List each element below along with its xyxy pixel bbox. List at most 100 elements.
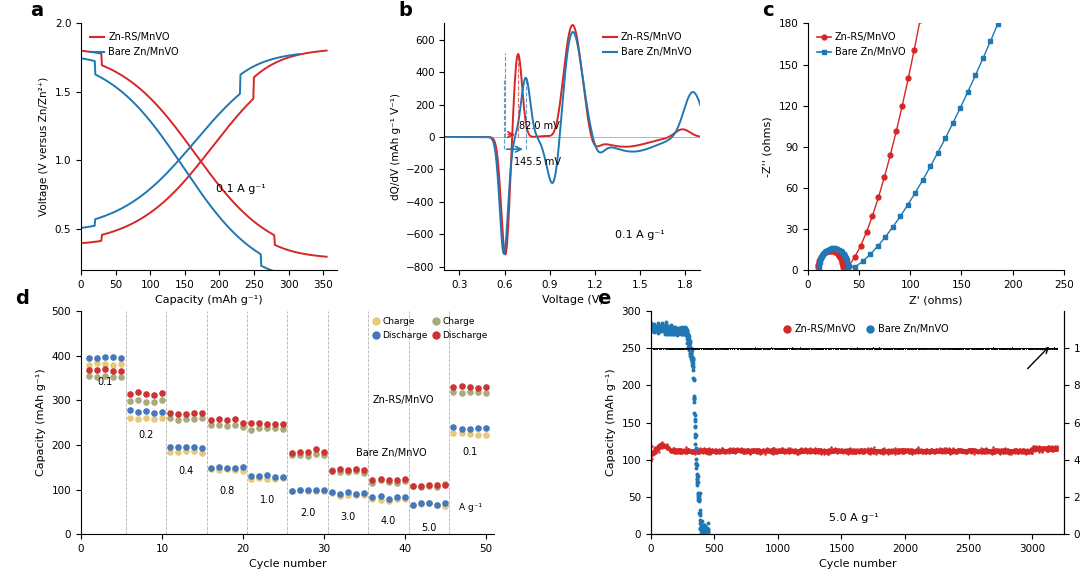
- Zn-RS/MnVO: [649, 442, 666, 451]
- Zn-RS/MnVO: [1036, 444, 1053, 454]
- Point: [786, 343, 804, 353]
- Point: [1039, 343, 1056, 353]
- Point: [877, 343, 894, 353]
- Point: [807, 344, 824, 353]
- Point: [1042, 343, 1059, 353]
- Zn-RS/MnVO: [945, 445, 962, 454]
- Zn-RS/MnVO: [828, 446, 846, 455]
- Point: [868, 344, 886, 353]
- Zn-RS/MnVO: [864, 446, 881, 456]
- Point: [782, 344, 799, 353]
- Point: [831, 343, 848, 353]
- Point: [987, 343, 1004, 353]
- Point: [976, 344, 994, 353]
- Point: [477, 389, 495, 398]
- Zn-RS/MnVO: [779, 444, 796, 453]
- Zn-RS/MnVO: [777, 446, 794, 456]
- Point: [910, 343, 928, 353]
- Zn-RS/MnVO: [710, 446, 727, 456]
- Point: [990, 344, 1008, 353]
- Point: [674, 344, 691, 353]
- Point: [672, 343, 689, 353]
- Zn-RS/MnVO: [1000, 448, 1017, 457]
- Zn-RS/MnVO: [1037, 446, 1054, 455]
- Point: [703, 343, 720, 353]
- Point: [923, 343, 941, 353]
- Point: [670, 343, 687, 353]
- Point: [664, 343, 681, 353]
- Zn-RS/MnVO: [910, 446, 928, 455]
- Point: [715, 344, 732, 353]
- Point: [823, 343, 840, 353]
- Point: [740, 343, 757, 353]
- Point: [945, 344, 962, 353]
- Zn-RS/MnVO: [653, 441, 671, 451]
- Zn-RS/MnVO: [809, 446, 826, 456]
- Point: [968, 343, 985, 352]
- Zn-RS/MnVO: [742, 447, 759, 456]
- Zn-RS/MnVO: [730, 445, 747, 454]
- Point: [648, 343, 665, 353]
- Zn-RS/MnVO: [951, 445, 969, 454]
- Point: [1021, 344, 1038, 353]
- Point: [1010, 343, 1027, 353]
- Point: [815, 343, 833, 353]
- Zn-RS/MnVO: [976, 444, 994, 454]
- Point: [1020, 343, 1037, 352]
- Zn-RS/MnVO: [902, 444, 919, 453]
- Point: [646, 343, 663, 353]
- Point: [943, 344, 960, 353]
- Point: [1004, 343, 1022, 353]
- Point: [686, 343, 703, 353]
- Point: [839, 343, 856, 353]
- Zn-RS/MnVO: [788, 446, 806, 455]
- Zn-RS/MnVO: [1023, 447, 1040, 456]
- Zn-RS/MnVO: [703, 445, 720, 454]
- Zn-RS/MnVO: [891, 446, 908, 455]
- Point: [988, 344, 1005, 353]
- Zn-RS/MnVO: [878, 447, 895, 456]
- Zn-RS/MnVO: [1031, 443, 1049, 452]
- Point: [908, 344, 926, 353]
- Point: [1037, 343, 1054, 353]
- Zn-RS/MnVO: [998, 448, 1015, 458]
- Point: [977, 343, 995, 353]
- Zn-RS/MnVO: [713, 448, 730, 457]
- Zn-RS/MnVO: [959, 444, 976, 454]
- Point: [659, 343, 676, 353]
- Point: [677, 344, 694, 353]
- Zn-RS/MnVO: [905, 446, 922, 456]
- Zn-RS/MnVO: [702, 447, 719, 456]
- Point: [666, 343, 684, 353]
- Zn-RS/MnVO: [781, 443, 798, 453]
- Bare Zn/MnVO: [699, 524, 716, 534]
- Point: [800, 343, 818, 353]
- Point: [975, 343, 993, 353]
- Zn-RS/MnVO: [986, 447, 1003, 456]
- Point: [755, 343, 772, 353]
- Point: [852, 343, 869, 353]
- Point: [693, 343, 711, 353]
- Zn-RS/MnVO: [1027, 443, 1044, 452]
- Point: [688, 344, 705, 353]
- Point: [904, 343, 921, 353]
- Zn-RS/MnVO: [942, 445, 959, 454]
- Zn-RS/MnVO: [1023, 446, 1040, 455]
- Zn-RS/MnVO: [858, 444, 875, 454]
- Legend: Charge, Discharge, Charge, Discharge: Charge, Discharge, Charge, Discharge: [370, 316, 489, 342]
- Point: [878, 344, 895, 353]
- Point: [730, 343, 747, 353]
- Zn-RS/MnVO: [775, 447, 793, 457]
- Zn-RS/MnVO: [744, 445, 761, 454]
- Point: [734, 344, 752, 353]
- Zn-RS/MnVO: [797, 446, 814, 455]
- Point: [678, 343, 696, 353]
- Zn-RS/MnVO: [833, 447, 850, 457]
- Point: [777, 343, 794, 353]
- Bare Zn/MnVO: [659, 323, 676, 332]
- Point: [1005, 344, 1023, 353]
- Zn-RS/MnVO: [837, 446, 854, 456]
- Zn-RS/MnVO: [656, 441, 673, 451]
- Zn-RS/MnVO: [768, 446, 785, 456]
- Zn-RS/MnVO: [841, 446, 859, 456]
